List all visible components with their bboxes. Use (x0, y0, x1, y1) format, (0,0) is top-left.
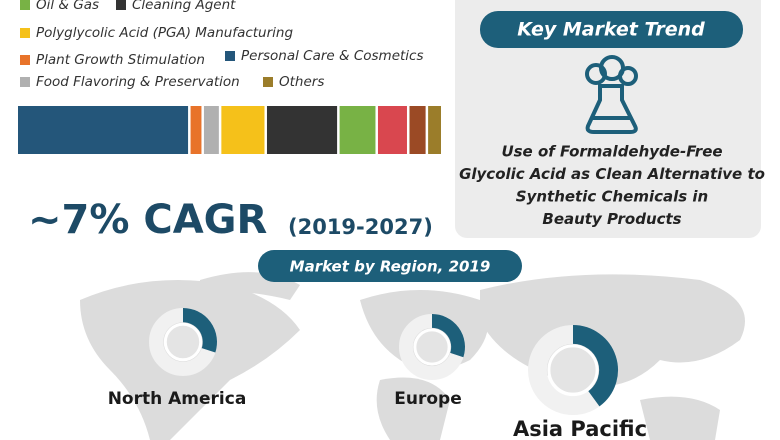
trend-title: Key Market Trend (517, 19, 705, 41)
trend-line: Glycolic Acid as Clean Alternative to (459, 165, 765, 183)
legend-swatch (20, 77, 30, 87)
trend-line: Beauty Products (542, 210, 681, 228)
donut-center (547, 344, 599, 396)
legend-label: Cleaning Agent (132, 0, 236, 13)
region-title: Market by Region, 2019 (290, 258, 491, 276)
legend-label: Plant Growth Stimulation (36, 52, 205, 68)
legend-swatch (20, 55, 30, 65)
legend-swatch (20, 28, 30, 38)
donut-center (163, 322, 203, 362)
region-pill (258, 250, 522, 282)
region-label: Europe (394, 389, 461, 409)
legend-label: Oil & Gas (36, 0, 99, 13)
share-segment (18, 106, 189, 154)
trend-line: Use of Formaldehyde-Free (501, 143, 722, 161)
share-segment (409, 106, 426, 154)
donut-arc (182, 308, 217, 353)
donut-center (413, 328, 451, 366)
legend-swatch (116, 0, 126, 10)
trend-pill (480, 11, 743, 48)
share-segment (203, 106, 219, 154)
share-segment (266, 106, 338, 154)
cagr-period: (2019-2027) (288, 215, 433, 239)
region-label: North America (108, 389, 247, 409)
share-segment (428, 106, 441, 154)
legend-label: Polyglycolic Acid (PGA) Manufacturing (36, 25, 293, 41)
donut-arc (572, 325, 618, 407)
share-segment (339, 106, 376, 154)
share-segment (377, 106, 407, 154)
donut-arc (431, 314, 465, 358)
cagr-value: ~7% CAGR (28, 197, 267, 243)
flask-icon (585, 55, 638, 134)
trend-line: Synthetic Chemicals in (516, 188, 708, 206)
share-segment (190, 106, 202, 154)
legend-swatch (225, 51, 235, 61)
legend-swatch (263, 77, 273, 87)
legend-label: Others (279, 74, 324, 90)
share-segment (221, 106, 265, 154)
legend-label: Food Flavoring & Preservation (36, 74, 240, 90)
legend-swatch (20, 0, 30, 10)
legend-label: Personal Care & Cosmetics (241, 48, 424, 64)
region-label: Asia Pacific (513, 417, 647, 440)
